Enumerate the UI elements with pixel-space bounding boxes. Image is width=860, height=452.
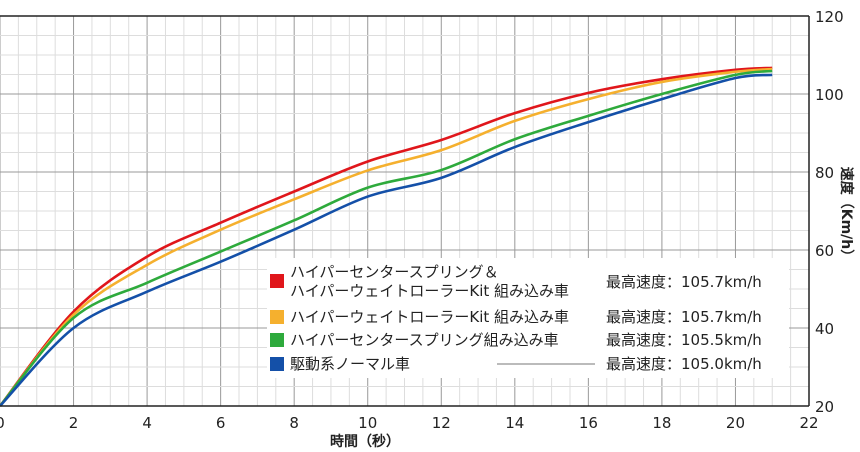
x-tick-label: 22 <box>799 414 818 432</box>
x-tick-label: 18 <box>652 414 671 432</box>
x-tick-label: 8 <box>289 414 299 432</box>
legend: ハイパーセンタースプリング＆ ハイパーウェイトローラーKit 組み込み車 最高速… <box>270 263 762 373</box>
x-tick-label: 0 <box>0 414 5 432</box>
x-tick-label: 10 <box>358 414 377 432</box>
legend-label-0b: ハイパーウェイトローラーKit 組み込み車 <box>290 282 569 300</box>
x-axis-label: 時間（秒） <box>330 433 400 450</box>
legend-max-3: 最高速度：105.0km/h <box>606 355 762 373</box>
legend-label-1: ハイパーウェイトローラーKit 組み込み車 <box>290 308 569 326</box>
legend-swatch-1 <box>270 310 284 324</box>
y-tick-label: 100 <box>815 86 844 104</box>
y-tick-label: 40 <box>815 320 834 338</box>
series-line-1 <box>0 67 773 407</box>
legend-label-3: 駆動系ノーマル車 <box>290 355 410 373</box>
series-line-3 <box>0 73 773 407</box>
x-tick-label: 4 <box>142 414 152 432</box>
y-tick-label: 80 <box>815 164 834 182</box>
legend-swatch-0 <box>270 274 284 288</box>
series-line-2 <box>0 69 773 407</box>
legend-label-0a: ハイパーセンタースプリング＆ <box>290 263 499 281</box>
axes: 024681012141618202220406080100120 <box>0 8 844 432</box>
x-tick-label: 2 <box>69 414 79 432</box>
y-axis-label: 速度（Km/h） <box>838 167 855 264</box>
x-tick-label: 12 <box>432 414 451 432</box>
legend-box <box>267 258 789 378</box>
y-tick-label: 120 <box>815 8 844 26</box>
legend-max-1: 最高速度：105.7km/h <box>606 308 762 326</box>
x-tick-label: 6 <box>216 414 226 432</box>
legend-label-2: ハイパーセンタースプリング組み込み車 <box>290 331 559 349</box>
legend-swatch-3 <box>270 357 284 371</box>
y-tick-label: 60 <box>815 242 834 260</box>
x-tick-label: 20 <box>726 414 745 432</box>
legend-swatch-2 <box>270 333 284 347</box>
series-lines <box>0 66 773 407</box>
legend-max-0: 最高速度：105.7km/h <box>606 273 762 291</box>
series-line-0 <box>0 66 773 407</box>
y-tick-label: 20 <box>815 398 834 416</box>
legend-max-2: 最高速度：105.5km/h <box>606 331 762 349</box>
x-tick-label: 14 <box>505 414 524 432</box>
x-tick-label: 16 <box>579 414 598 432</box>
